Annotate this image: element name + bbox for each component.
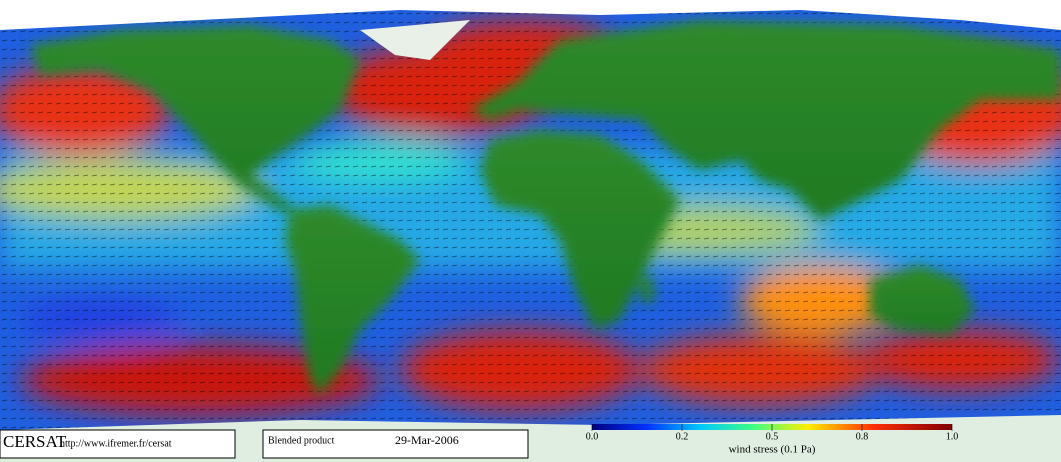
colorbar-label: wind stress (0.1 Pa) <box>729 444 816 456</box>
logo: CERSAT <box>3 432 67 451</box>
colorbar-tick-label: 0.2 <box>676 431 689 442</box>
footer-box <box>262 429 529 459</box>
colorbar-tick-label: 0.0 <box>586 431 599 442</box>
colorbar-tick-label: 0.8 <box>856 431 869 442</box>
colorbar-tick-label: 1.0 <box>946 431 959 442</box>
date: 29-Mar-2006 <box>395 433 459 447</box>
footer-box <box>0 429 236 459</box>
colorbar-tick-label: 0.5 <box>766 431 779 442</box>
product: Blended product <box>268 435 335 446</box>
arctic <box>0 0 1061 30</box>
greenland <box>360 20 470 60</box>
land <box>30 20 1061 395</box>
url: http://www.ifremer.fr/cersat <box>60 438 172 449</box>
